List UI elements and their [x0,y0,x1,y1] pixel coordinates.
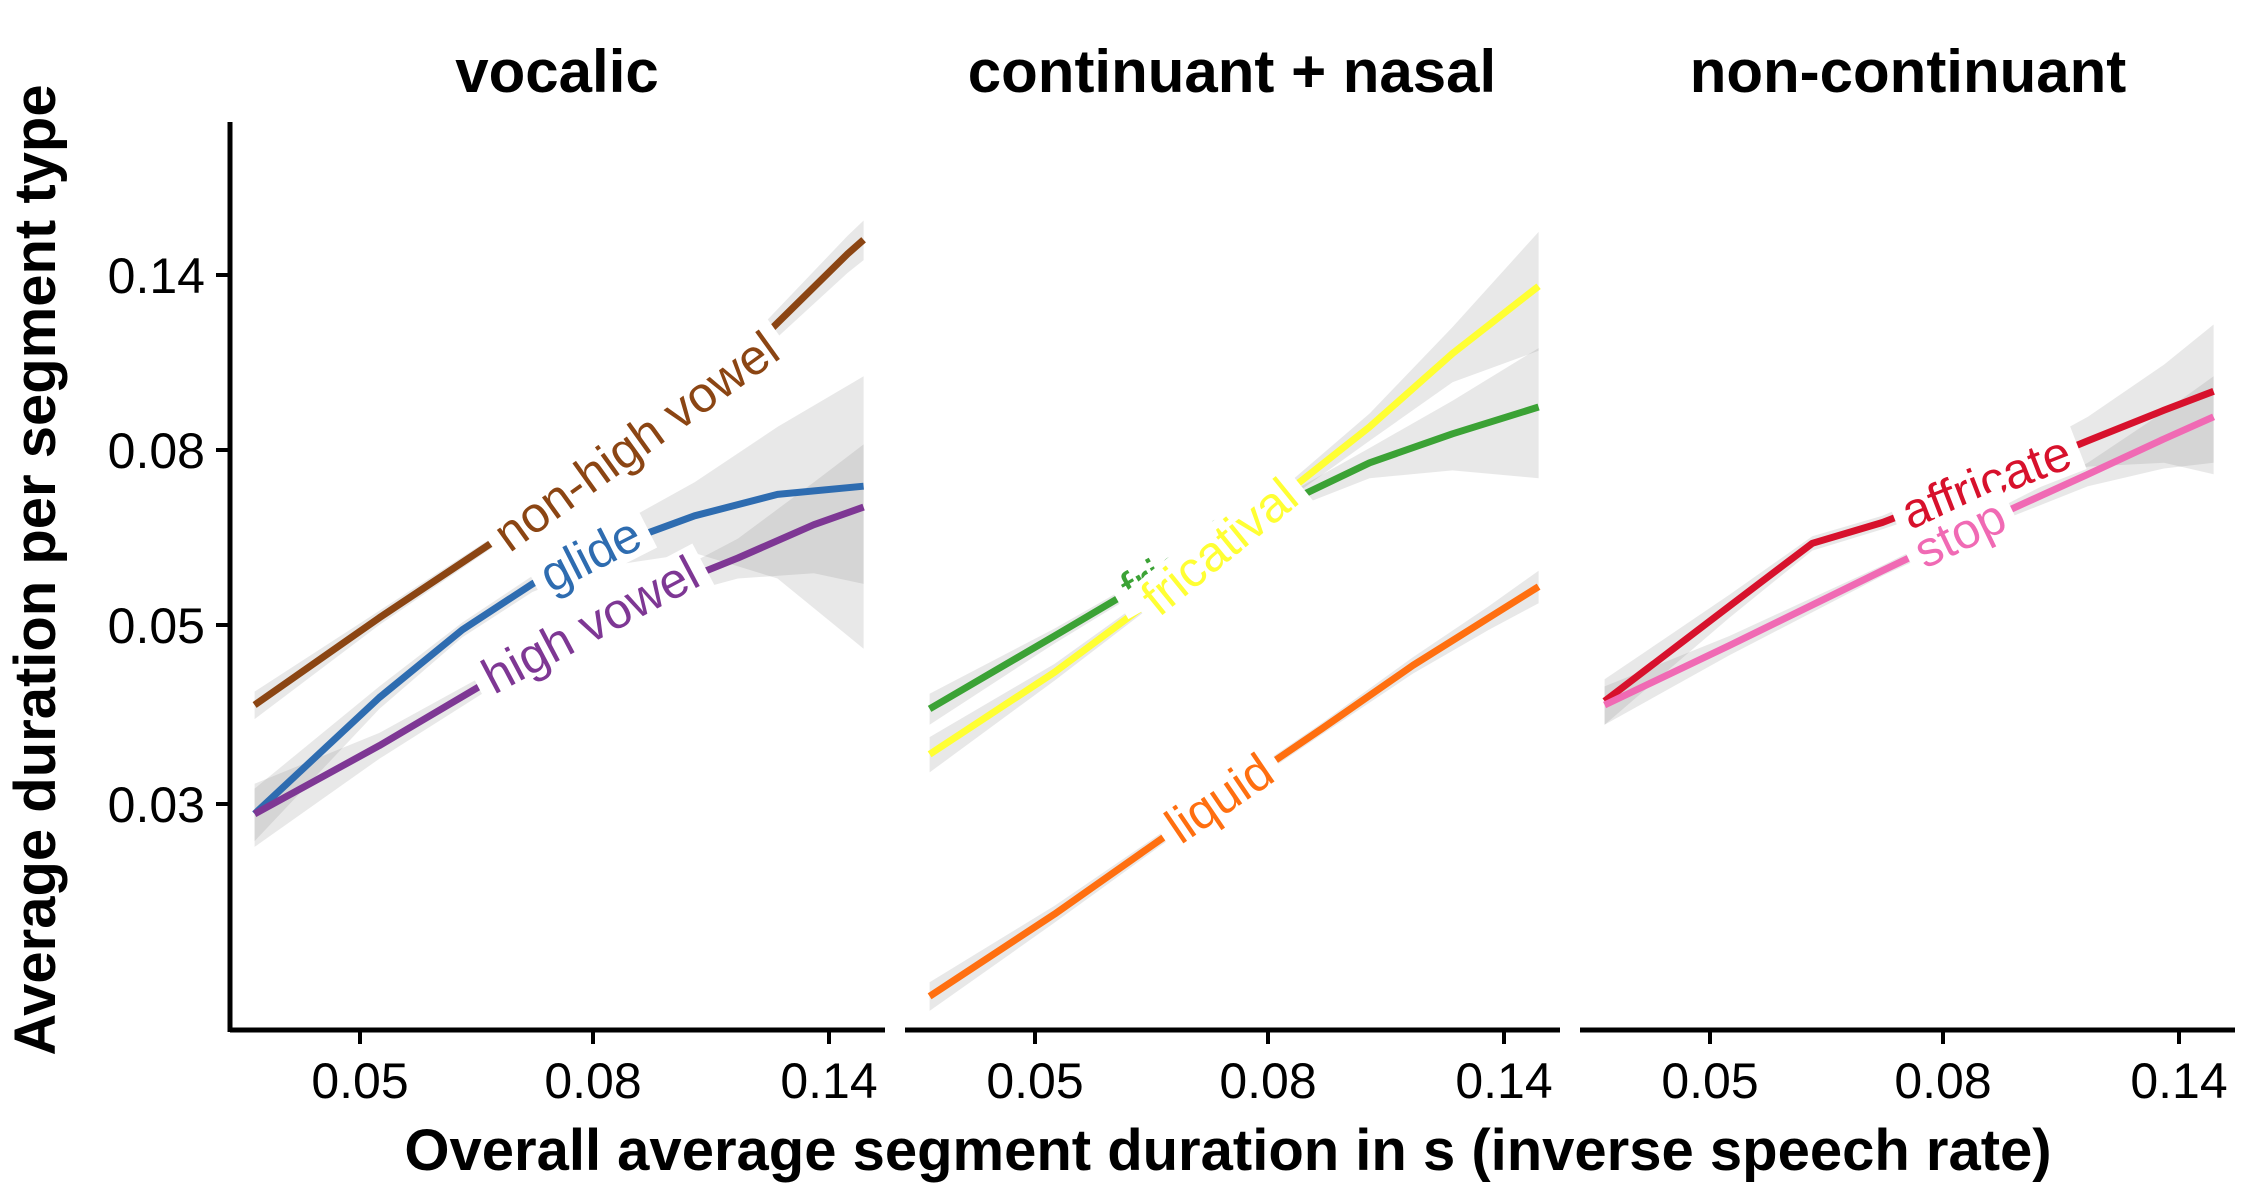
label-background [1885,424,2087,541]
line-liquid [927,583,1541,1000]
label-background [477,317,795,565]
x-tick-0: 0.05 [986,1030,1084,1109]
panel-title: non-continuant [1690,38,2127,105]
panel-title: continuant + nasal [968,38,1496,105]
x-tick-label: 0.14 [1455,1053,1552,1109]
ci-band-stop [1604,376,2214,725]
series-label-liquid: liquid [1149,740,1290,857]
line-stop [1603,413,2216,709]
x-tick-label: 0.05 [311,1053,408,1109]
x-tick-label: 0.08 [1894,1053,1991,1109]
label-background [1149,740,1290,857]
y-axis: 0.03 0.05 0.08 0.14 [108,122,233,1032]
y-tick-label: 0.08 [108,423,205,479]
x-tick-2: 0.14 [2130,1030,2228,1109]
plot-area: fricativefricativalliquid [927,231,1541,1011]
y-tick-label: 0.05 [108,598,205,654]
x-tick-1: 0.08 [1894,1030,1992,1109]
series-lines [927,283,1541,1000]
label-background [523,504,658,605]
y-tick-3: 0.14 [108,248,230,304]
label-background [1897,487,2022,580]
y-tick-label: 0.03 [108,777,205,833]
confidence-bands [254,220,864,847]
y-tick-1: 0.05 [108,598,230,654]
x-tick-label: 0.05 [1661,1053,1758,1109]
y-axis-title: Average duration per segment type [3,84,68,1055]
confidence-bands [929,231,1539,1011]
series-labels: fricativefricativalliquid [1104,463,1314,857]
x-tick-1: 0.08 [544,1030,642,1109]
x-tick-1: 0.08 [1219,1030,1317,1109]
label-background [465,543,715,706]
x-tick-label: 0.05 [986,1053,1083,1109]
x-axis-title: Overall average segment duration in s (i… [404,1118,2051,1183]
x-tick-label: 0.14 [780,1053,877,1109]
y-tick-label: 0.14 [108,248,205,304]
x-tick-0: 0.05 [311,1030,409,1109]
x-tick-label: 0.08 [544,1053,641,1109]
panel-title: vocalic [455,38,658,105]
y-tick-2: 0.08 [108,423,230,479]
label-background [1125,463,1314,630]
x-tick-0: 0.05 [1661,1030,1759,1109]
x-tick-2: 0.14 [1455,1030,1553,1109]
y-tick-0: 0.03 [108,777,230,833]
confidence-bands [1604,324,2214,725]
ci-band-glide [254,376,864,842]
x-tick-label: 0.14 [2130,1053,2227,1109]
ci-band-non-high-vowel [254,220,864,720]
panel-continuant-nasal: continuant + nasal fricativefricativalli… [905,38,1560,1109]
x-tick-2: 0.14 [780,1030,878,1109]
x-tick-label: 0.08 [1219,1053,1316,1109]
